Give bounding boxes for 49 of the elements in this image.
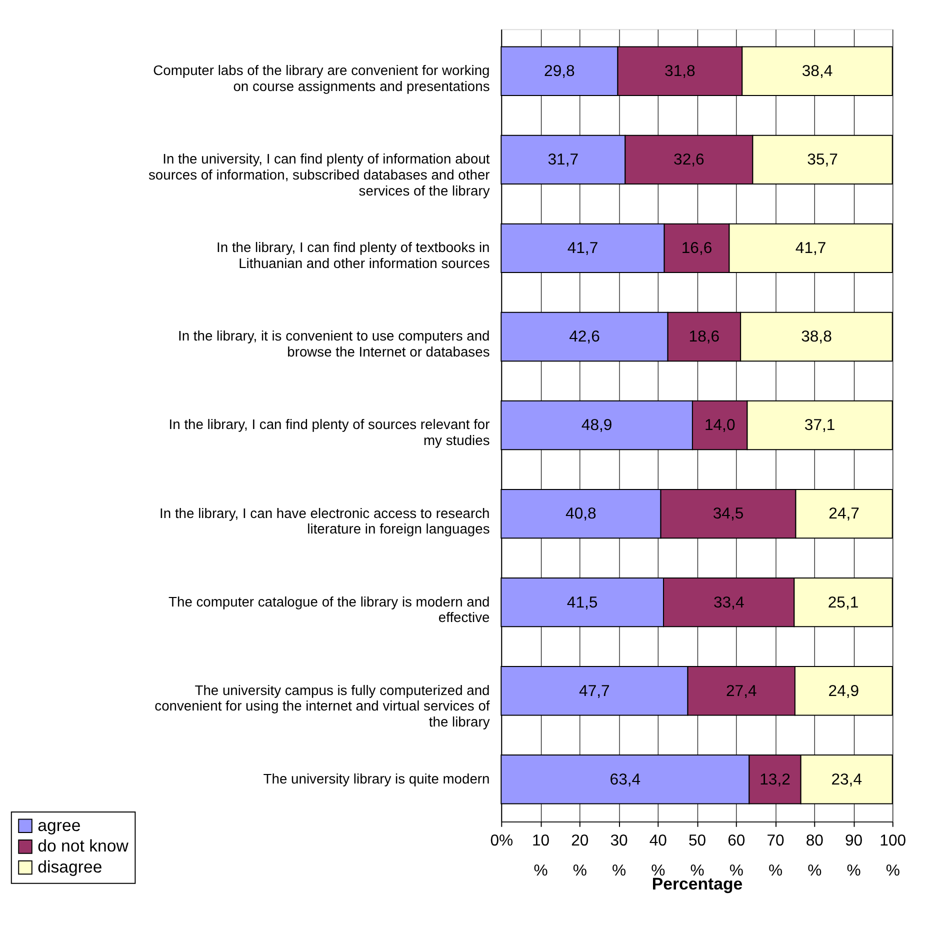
x-tick-label: 10 % [532, 832, 550, 880]
y-tick-label: The computer catalogue of the library is modern and effective [168, 593, 490, 626]
x-tick-label: 20 % [571, 832, 589, 880]
data-label: 25,1 [828, 594, 859, 612]
data-label: 40,8 [566, 506, 597, 523]
legend-label: disagree [38, 857, 102, 876]
x-tick-label: 100 % [880, 832, 906, 880]
y-tick-label: In the library, I can have electronic access to research literature in foreign languages [160, 504, 490, 537]
data-label: 34,5 [712, 506, 744, 523]
data-label: 24,9 [828, 682, 860, 700]
x-tick-label: 80 % [806, 832, 824, 880]
data-label: 35,7 [807, 152, 838, 169]
data-label: 16,6 [681, 240, 712, 258]
y-tick-label: In the university, I can find plenty of information about sources of information, subscribed databases and other services of the library [148, 150, 490, 198]
data-label: 47,7 [579, 682, 610, 700]
data-label: 41,7 [795, 240, 826, 258]
data-label: 31,8 [664, 63, 696, 80]
y-tick-label: The university library is quite modern [263, 770, 490, 786]
x-tick-label: 90 % [844, 832, 863, 880]
data-label: 41,7 [567, 240, 598, 258]
data-label: 38,8 [801, 328, 832, 346]
data-label: 42,6 [569, 328, 600, 346]
data-label: 41,5 [566, 594, 598, 612]
x-tick-label: 60 % [728, 832, 746, 880]
legend-label: agree [38, 816, 81, 835]
data-label: 29,8 [544, 63, 576, 80]
data-label: 33,4 [713, 594, 744, 612]
y-tick-label: Computer labs of the library are convenient for working on course assignments and presentations [153, 62, 490, 94]
data-label: 63,4 [610, 771, 641, 788]
data-label: 23,4 [831, 771, 862, 788]
data-label: 24,7 [828, 506, 860, 523]
data-label: 27,4 [726, 682, 757, 700]
data-label: 38,4 [802, 63, 833, 80]
data-label: 31,7 [548, 152, 579, 169]
y-tick-label: In the library, it is convenient to use computers and browse the Internet or databases [178, 328, 490, 360]
y-tick-label: The university campus is fully computerized and convenient for using the internet and virtual services of the library [154, 682, 490, 730]
y-tick-label: In the library, I can find plenty of textbooks in Lithuanian and other information sources [216, 239, 490, 272]
x-tick-label: 70 % [766, 832, 784, 880]
x-tick-label: 0% [490, 832, 514, 850]
x-tick-label: 50 % [688, 832, 706, 880]
data-label: 14,0 [704, 417, 736, 434]
x-tick-label: 30 % [610, 832, 628, 880]
data-label: 37,1 [804, 417, 836, 434]
legend-label: do not know [38, 836, 130, 856]
data-label: 18,6 [688, 328, 720, 346]
data-label: 48,9 [581, 417, 612, 434]
data-label: 13,2 [760, 771, 790, 788]
data-label: 32,6 [674, 152, 705, 169]
y-tick-label: In the library, I can find plenty of sources relevant for my studies [168, 416, 490, 448]
